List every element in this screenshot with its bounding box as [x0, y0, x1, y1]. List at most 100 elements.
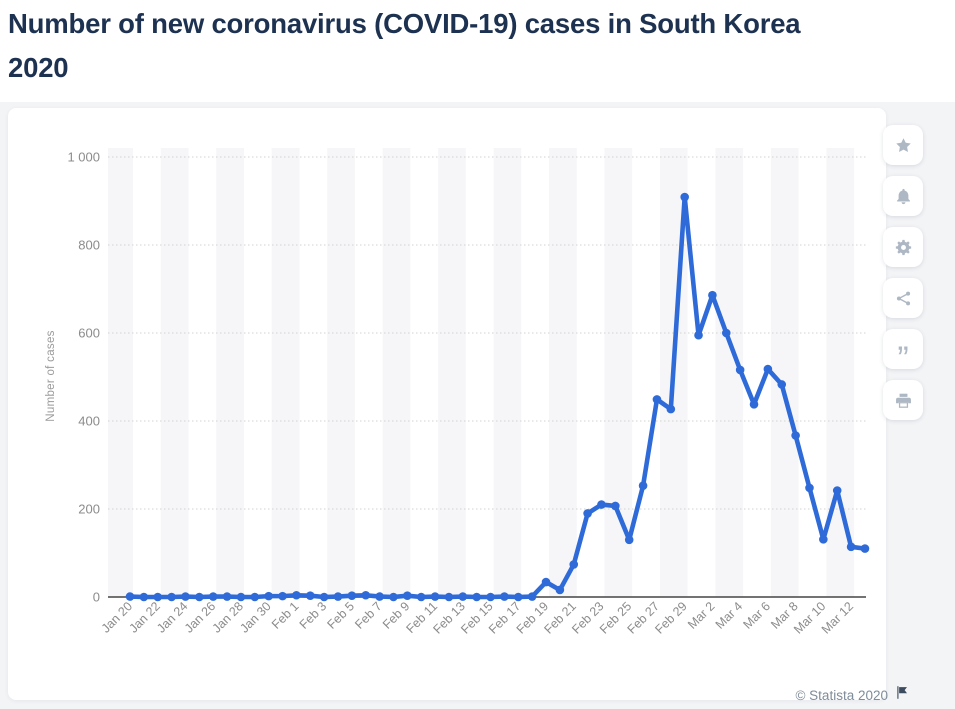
data-point[interactable]	[195, 592, 204, 602]
data-point[interactable]	[611, 501, 620, 511]
favorite-button[interactable]	[883, 125, 923, 165]
data-point[interactable]	[624, 535, 634, 545]
share-icon	[895, 290, 912, 307]
data-point[interactable]	[597, 500, 606, 509]
data-point[interactable]	[680, 192, 689, 202]
plot-band	[410, 148, 439, 597]
data-point[interactable]	[832, 486, 842, 495]
data-point[interactable]	[749, 399, 759, 409]
quote-icon: ”	[897, 340, 909, 378]
cite-button[interactable]: ”	[883, 329, 923, 376]
data-point[interactable]	[666, 404, 676, 414]
data-point[interactable]	[361, 590, 371, 600]
data-point[interactable]	[527, 592, 537, 601]
data-point[interactable]	[763, 364, 773, 374]
x-tick-label: Mar 4	[713, 599, 746, 632]
copyright-text: © Statista 2020	[795, 687, 888, 703]
data-point[interactable]	[347, 591, 357, 600]
y-axis-title: Number of cases	[45, 330, 57, 421]
y-tick-label: 600	[78, 326, 100, 341]
data-point[interactable]	[513, 592, 523, 602]
y-tick-label: 0	[93, 590, 100, 605]
x-tick-label: Feb 3	[297, 599, 330, 632]
data-point[interactable]	[375, 592, 384, 601]
flag-icon[interactable]	[895, 685, 910, 705]
data-point[interactable]	[416, 592, 426, 602]
data-point[interactable]	[458, 592, 468, 601]
data-point[interactable]	[250, 592, 260, 602]
data-point[interactable]	[222, 592, 232, 601]
share-button[interactable]	[883, 278, 923, 318]
data-point[interactable]	[860, 544, 870, 553]
plot-band	[687, 148, 716, 597]
data-point[interactable]	[167, 592, 176, 602]
data-point[interactable]	[708, 290, 717, 300]
x-tick-label: Mar 2	[685, 599, 718, 632]
data-point[interactable]	[694, 330, 703, 340]
plot-band	[327, 148, 355, 597]
data-point[interactable]	[264, 591, 273, 601]
side-toolbar: ”	[883, 125, 923, 420]
data-point[interactable]	[569, 560, 579, 569]
data-point[interactable]	[638, 481, 648, 490]
data-point[interactable]	[819, 535, 828, 544]
data-point[interactable]	[721, 328, 731, 338]
copyright-footer: © Statista 2020	[795, 686, 910, 704]
data-point[interactable]	[430, 592, 440, 601]
data-point[interactable]	[805, 483, 814, 493]
plot-band	[299, 148, 328, 597]
data-point[interactable]	[333, 592, 343, 601]
x-tick-label: Mar 6	[741, 599, 774, 632]
data-point[interactable]	[319, 592, 329, 602]
plot-band	[632, 148, 661, 597]
plot-band	[770, 148, 799, 597]
data-point[interactable]	[403, 591, 412, 600]
data-point[interactable]	[181, 592, 190, 601]
x-tick-label: Jan 30	[237, 599, 273, 635]
data-point[interactable]	[791, 431, 800, 440]
x-tick-label: Feb 5	[324, 599, 357, 632]
y-tick-label: 200	[78, 502, 100, 517]
data-point[interactable]	[208, 592, 218, 601]
data-point[interactable]	[153, 592, 163, 602]
data-point[interactable]	[305, 591, 315, 600]
data-point[interactable]	[583, 509, 592, 518]
data-point[interactable]	[125, 592, 135, 601]
gear-icon	[895, 239, 912, 256]
notifications-button[interactable]	[883, 176, 923, 216]
x-tick-label: Feb 7	[352, 599, 385, 632]
plot-band	[854, 148, 866, 597]
data-point[interactable]	[292, 590, 301, 600]
page-title: Number of new coronavirus (COVID-19) cas…	[8, 2, 952, 90]
y-tick-label: 1 000	[67, 150, 100, 165]
bell-icon	[895, 188, 912, 205]
data-point[interactable]	[846, 542, 856, 552]
data-point[interactable]	[555, 585, 565, 595]
data-point[interactable]	[500, 592, 509, 601]
data-point[interactable]	[444, 592, 454, 602]
plot-band	[604, 148, 633, 597]
data-point[interactable]	[236, 592, 246, 602]
data-point[interactable]	[777, 380, 787, 389]
y-tick-label: 800	[78, 238, 100, 253]
y-tick-label: 400	[78, 414, 100, 429]
settings-button[interactable]	[883, 227, 923, 267]
x-tick-label: Mar 12	[819, 599, 856, 636]
plot-band	[826, 148, 855, 597]
star-icon	[895, 137, 912, 154]
chart-panel: 0 200 400 600 800 1 000 Jan 20 Jan 22 Jan 24 Jan …	[0, 102, 955, 709]
plot-band	[216, 148, 244, 597]
data-point[interactable]	[486, 592, 495, 602]
data-point[interactable]	[652, 395, 662, 404]
plot-band	[438, 148, 466, 597]
plot-band	[576, 148, 605, 597]
data-point[interactable]	[541, 577, 551, 587]
data-point[interactable]	[472, 592, 481, 602]
data-point[interactable]	[278, 591, 287, 601]
data-point[interactable]	[389, 592, 398, 602]
data-point[interactable]	[735, 365, 745, 375]
print-button[interactable]	[883, 380, 923, 420]
plot-band	[382, 148, 411, 597]
plot-band	[160, 148, 189, 597]
data-point[interactable]	[139, 592, 149, 602]
